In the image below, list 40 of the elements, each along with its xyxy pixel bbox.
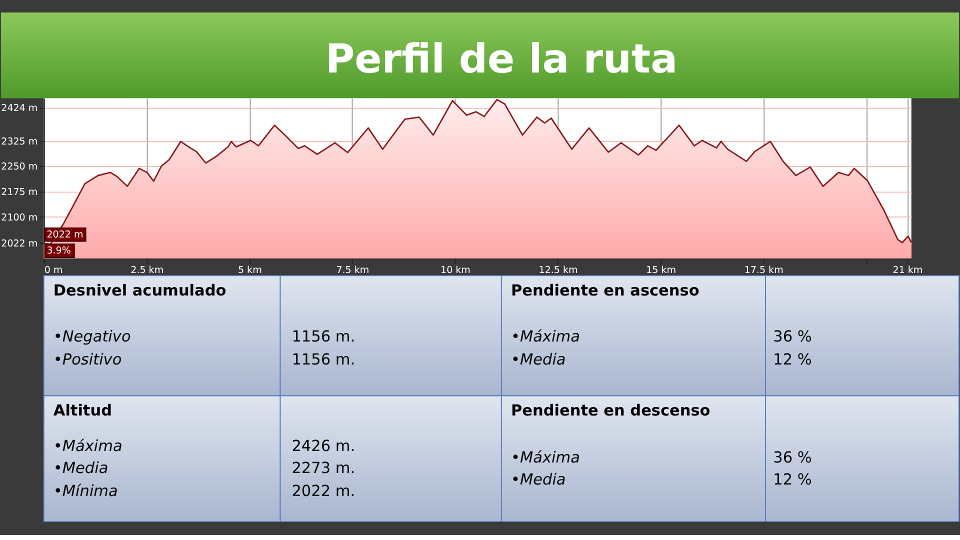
annotation: 2022 m [46,229,84,240]
text: •Negativo [53,327,131,346]
x-tick-label: 5 km [238,265,262,276]
text: •Positivo [53,350,122,368]
text: Altitud [53,402,112,420]
text: 12 % [773,350,812,368]
x-tick-label: 21 km [892,265,923,276]
y-tick-label: 2022 m [1,238,38,250]
text: •Media [510,350,566,368]
text: 2022 m. [292,482,356,500]
y-tick-label: 2424 m [1,103,38,114]
x-tick-label: 12.5 km [538,265,578,276]
text: •Máxima [53,437,122,456]
text: 12 % [773,470,812,488]
x-tick-label: 15 km [646,265,676,276]
text: 36 % [773,327,812,346]
text: •Media [510,470,566,488]
y-tick-label: 2100 m [1,212,38,224]
text: 2273 m. [292,458,356,477]
text: •Mínima [53,482,118,500]
text: •Máxima [510,448,580,466]
x-tick-label: 10 km [440,265,470,276]
text: Pendiente en descenso [510,402,710,420]
text: 2426 m. [292,437,356,456]
annotation: 3.9% [46,246,71,257]
x-tick-label: 0 m [44,265,63,276]
text: •Media [53,458,108,477]
x-tick-label: 17.5 km [744,265,784,276]
text: Desnivel acumulado [53,282,226,300]
x-tick-label: 7.5 km [336,265,370,276]
y-tick-label: 2325 m [1,136,38,148]
text: 36 % [773,448,812,466]
text: 1156 m. [292,327,356,346]
text: Pendiente en ascenso [510,282,700,300]
text: 1156 m. [292,350,356,368]
text: •Máxima [510,327,580,346]
x-tick-label: 2.5 km [130,265,164,276]
y-tick-label: 2175 m [1,187,38,198]
y-tick-label: 2250 m [1,162,38,173]
chart-title: Perfil de la ruta [325,36,678,83]
